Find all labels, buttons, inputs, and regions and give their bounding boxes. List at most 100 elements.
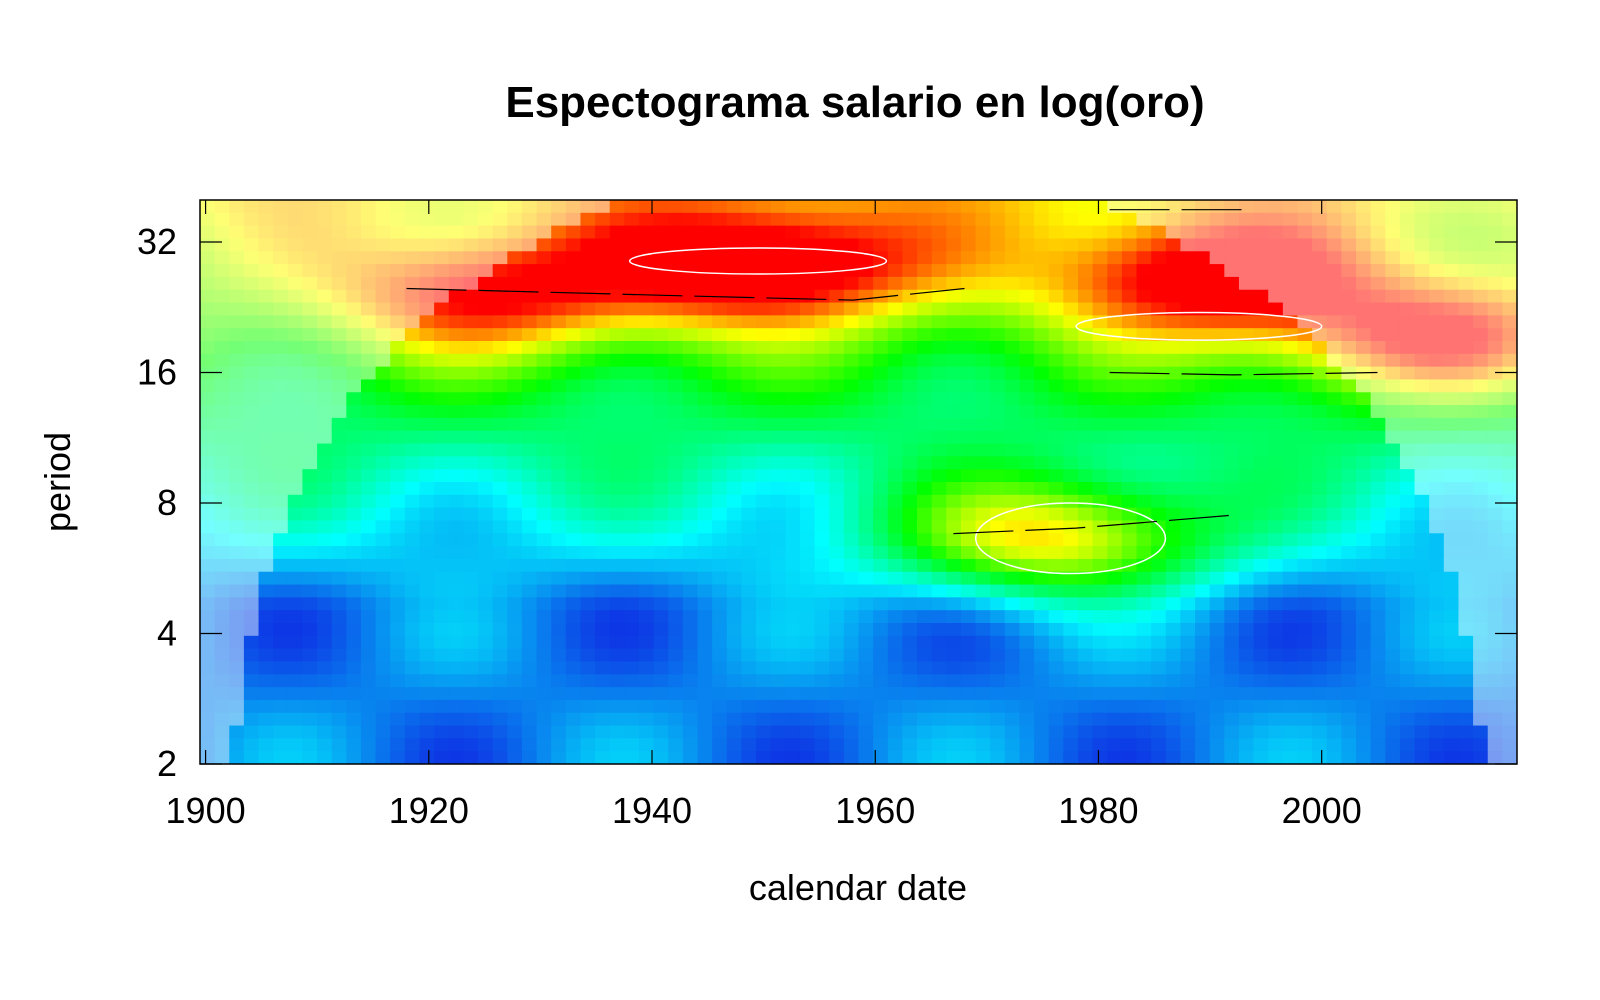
heatmap-cell: [1180, 405, 1196, 419]
heatmap-cell: [1121, 405, 1138, 419]
heatmap-cell: [258, 482, 274, 496]
heatmap-cell: [1136, 200, 1152, 214]
heatmap-cell: [712, 315, 728, 329]
heatmap-cell: [1238, 238, 1255, 252]
y-tick-label: 4: [157, 613, 177, 654]
heatmap-cell: [975, 623, 991, 637]
heatmap-cell: [843, 725, 860, 739]
heatmap-cell: [639, 482, 655, 496]
heatmap-cell: [1180, 699, 1196, 714]
heatmap-cell: [1502, 571, 1517, 586]
heatmap-cell: [902, 584, 918, 598]
heatmap-cell: [1078, 341, 1094, 355]
heatmap-cell: [668, 302, 684, 316]
heatmap-cell: [682, 725, 699, 739]
heatmap-cell: [448, 507, 464, 522]
heatmap-cell: [814, 494, 830, 509]
heatmap-cell: [1151, 507, 1167, 522]
heatmap-cell: [668, 507, 684, 522]
heatmap-cell: [448, 417, 464, 432]
heatmap-cell: [1473, 546, 1489, 560]
heatmap-cell: [1019, 417, 1035, 432]
heatmap-cell: [1502, 738, 1517, 752]
heatmap-cell: [258, 558, 274, 573]
heatmap-cell: [478, 469, 494, 483]
heatmap-cell: [1282, 405, 1299, 419]
heatmap-cell: [785, 482, 801, 496]
heatmap-cell: [229, 430, 245, 445]
heatmap-cell: [1209, 674, 1225, 688]
heatmap-cell: [1458, 546, 1474, 560]
heatmap-cell: [1092, 251, 1108, 265]
heatmap-cell: [360, 674, 377, 688]
heatmap-cell: [814, 366, 830, 381]
heatmap-cell: [1414, 507, 1430, 522]
heatmap-cell: [580, 699, 596, 714]
heatmap-cell: [302, 392, 318, 406]
heatmap-cell: [1107, 597, 1123, 611]
heatmap-cell: [360, 712, 377, 727]
heatmap-cell: [712, 456, 728, 470]
heatmap-cell: [1458, 430, 1474, 445]
heatmap-cell: [887, 238, 903, 252]
heatmap-cell: [478, 699, 494, 714]
heatmap-cell: [975, 405, 991, 419]
heatmap-cell: [770, 648, 786, 663]
heatmap-cell: [1487, 405, 1503, 419]
heatmap-cell: [624, 571, 640, 586]
heatmap-cell: [770, 597, 786, 611]
heatmap-cell: [946, 212, 962, 227]
heatmap-cell: [1356, 687, 1372, 701]
heatmap-cell: [448, 392, 464, 406]
heatmap-cell: [1253, 328, 1269, 342]
heatmap-cell: [404, 738, 421, 752]
heatmap-cell: [1282, 225, 1299, 240]
heatmap-cell: [229, 648, 245, 663]
heatmap-cell: [1107, 341, 1123, 355]
heatmap-cell: [536, 674, 552, 688]
heatmap-cell: [1458, 379, 1474, 393]
heatmap-cell: [960, 738, 977, 752]
heatmap-cell: [1487, 571, 1503, 586]
heatmap-cell: [946, 315, 962, 329]
heatmap-cell: [551, 238, 567, 252]
heatmap-cell: [580, 328, 596, 342]
heatmap-cell: [829, 610, 845, 624]
heatmap-cell: [1165, 571, 1182, 586]
heatmap-cell: [1502, 392, 1517, 406]
heatmap-cell: [873, 302, 889, 316]
heatmap-cell: [931, 456, 947, 470]
heatmap-cell: [1034, 725, 1050, 739]
heatmap-cell: [931, 648, 947, 663]
heatmap-cell: [375, 200, 391, 214]
heatmap-cell: [536, 289, 552, 304]
heatmap-cell: [946, 597, 962, 611]
heatmap-cell: [1356, 456, 1372, 470]
heatmap-cell: [580, 610, 596, 624]
heatmap-cell: [1180, 482, 1196, 496]
heatmap-cell: [975, 417, 991, 432]
heatmap-cell: [1370, 623, 1386, 637]
heatmap-cell: [434, 648, 450, 663]
heatmap-cell: [814, 200, 830, 214]
heatmap-cell: [463, 558, 479, 573]
heatmap-cell: [448, 225, 464, 240]
heatmap-cell: [931, 661, 947, 675]
heatmap-cell: [829, 353, 845, 368]
heatmap-cell: [843, 571, 860, 586]
heatmap-cell: [1209, 443, 1225, 457]
heatmap-cell: [697, 405, 713, 419]
heatmap-cell: [200, 238, 216, 252]
heatmap-cell: [960, 315, 977, 329]
heatmap-cell: [1326, 482, 1342, 496]
heatmap-cell: [712, 341, 728, 355]
heatmap-cell: [1473, 482, 1489, 496]
heatmap-cell: [1092, 738, 1108, 752]
heatmap-cell: [229, 328, 245, 342]
heatmap-cell: [975, 430, 991, 445]
heatmap-cell: [243, 520, 260, 534]
heatmap-cell: [200, 699, 216, 714]
heatmap-cell: [448, 687, 464, 701]
heatmap-cell: [595, 725, 611, 739]
heatmap-cell: [639, 238, 655, 252]
